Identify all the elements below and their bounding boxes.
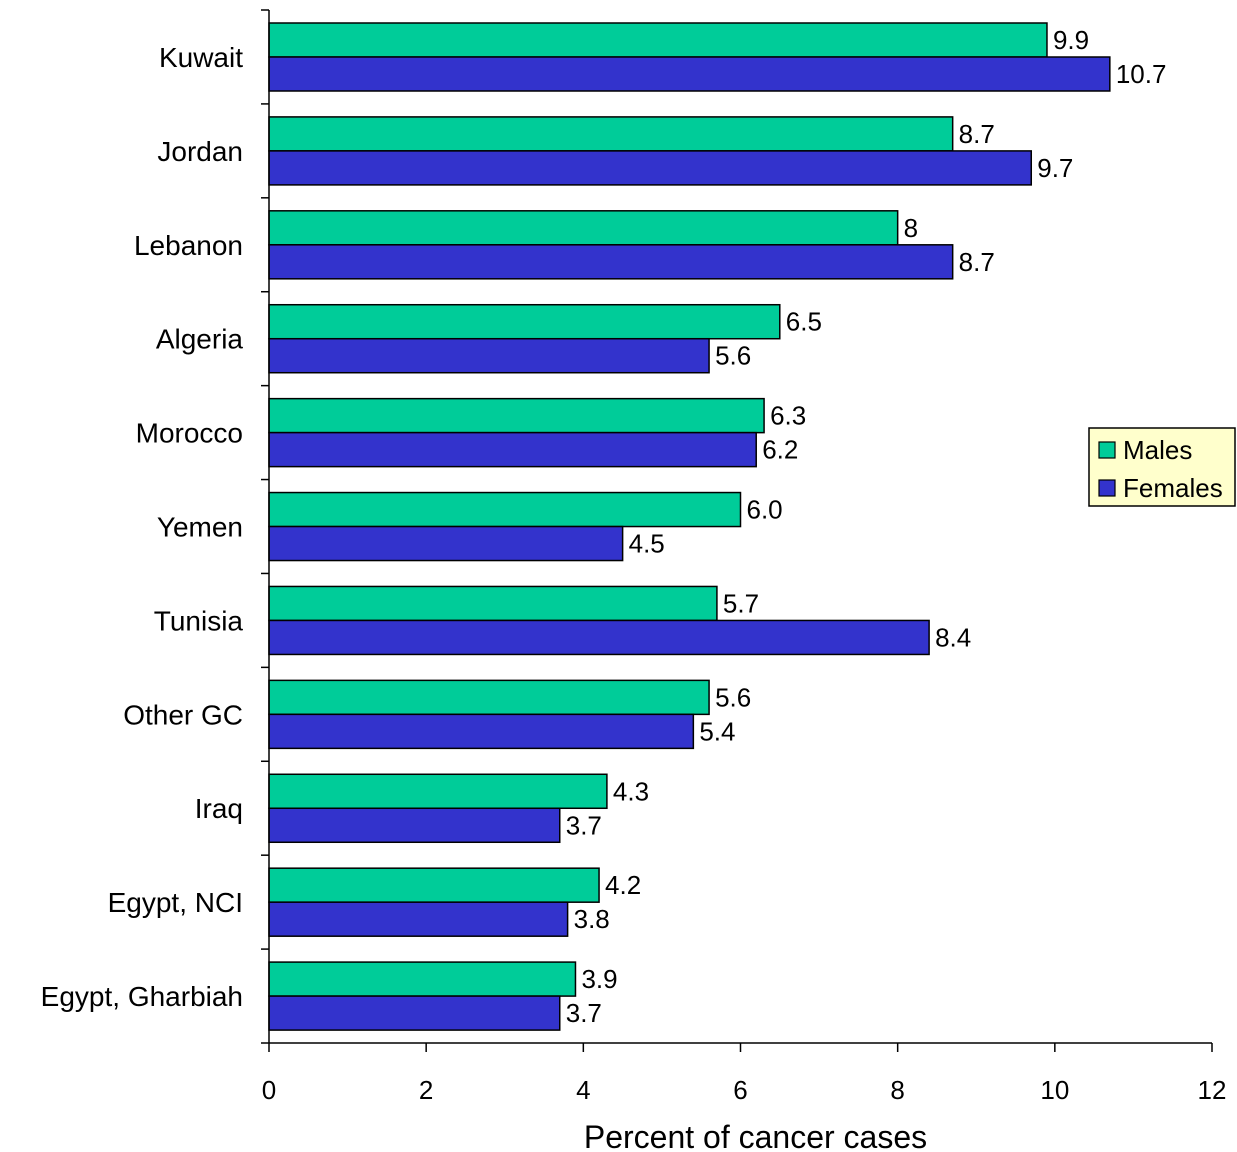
data-label: 5.6 <box>715 341 751 371</box>
bar-females <box>268 901 569 937</box>
bar-males <box>268 961 577 997</box>
bar-males <box>268 585 718 622</box>
data-label: 3.7 <box>566 998 602 1028</box>
legend-swatch-males <box>1098 441 1116 459</box>
category-label: Egypt, Gharbiah <box>41 981 243 1012</box>
bar-females <box>268 619 930 656</box>
data-label: 6.5 <box>786 307 822 337</box>
bar-males <box>268 210 899 246</box>
category-label: Iraq <box>195 793 243 824</box>
bar-females <box>268 150 1033 186</box>
data-label: 6.3 <box>770 401 806 431</box>
bar-females <box>268 244 954 280</box>
category-label: Kuwait <box>159 42 243 73</box>
data-label: 3.8 <box>574 904 610 934</box>
category-label: Yemen <box>157 512 243 543</box>
bars-layer <box>268 22 1111 1031</box>
bar-females <box>268 431 757 468</box>
legend-label-males: Males <box>1123 435 1192 465</box>
category-label: Tunisia <box>154 605 244 636</box>
bar-males <box>268 22 1048 58</box>
x-tick-label: 6 <box>733 1075 747 1105</box>
legend-swatch-females <box>1098 479 1116 497</box>
data-label: 5.7 <box>723 588 759 618</box>
bar-females <box>268 56 1111 92</box>
x-tick-label: 8 <box>890 1075 904 1105</box>
bar-males <box>268 116 954 152</box>
category-label: Other GC <box>123 699 243 730</box>
bar-females <box>268 995 561 1031</box>
bar-females <box>268 337 710 374</box>
x-tick-label: 0 <box>262 1075 276 1105</box>
bar-males <box>268 773 608 810</box>
x-tick-label: 10 <box>1040 1075 1069 1105</box>
bar-males <box>268 679 710 716</box>
bar-males <box>268 867 600 903</box>
bar-males <box>268 303 781 340</box>
axes-layer <box>261 9 1213 1052</box>
data-label: 5.4 <box>699 716 735 746</box>
legend-label-females: Females <box>1123 473 1223 503</box>
bar-males <box>268 491 742 528</box>
bar-females <box>268 525 624 562</box>
x-tick-label: 4 <box>576 1075 590 1105</box>
data-label: 6.2 <box>762 435 798 465</box>
data-label: 8 <box>904 213 918 243</box>
x-tick-label: 2 <box>419 1075 433 1105</box>
data-label: 8.7 <box>959 119 995 149</box>
legend: Males Females <box>1088 427 1236 507</box>
data-label: 5.6 <box>715 682 751 712</box>
data-label: 4.5 <box>629 529 665 559</box>
data-label: 10.7 <box>1116 59 1167 89</box>
data-label: 8.7 <box>959 247 995 277</box>
data-label: 3.9 <box>581 964 617 994</box>
x-axis-title: Percent of cancer cases <box>584 1119 927 1152</box>
category-label: Egypt, NCI <box>108 887 243 918</box>
category-label: Lebanon <box>134 230 243 261</box>
data-label: 3.7 <box>566 810 602 840</box>
bar-females <box>268 713 695 750</box>
data-label: 8.4 <box>935 622 971 652</box>
category-label: Morocco <box>136 418 243 449</box>
category-label: Jordan <box>157 136 243 167</box>
category-label: Algeria <box>156 324 244 355</box>
data-label: 6.0 <box>747 495 783 525</box>
labels-layer: Kuwait 9.9 10.7 Jordan 8.7 9.7 Lebanon 8 8.7 Alge… <box>41 25 1227 1105</box>
data-label: 4.3 <box>613 776 649 806</box>
data-label: 4.2 <box>605 870 641 900</box>
bar-females <box>268 807 561 844</box>
data-label: 9.9 <box>1053 25 1089 55</box>
data-label: 9.7 <box>1037 153 1073 183</box>
bar-males <box>268 397 765 434</box>
x-tick-label: 12 <box>1198 1075 1227 1105</box>
